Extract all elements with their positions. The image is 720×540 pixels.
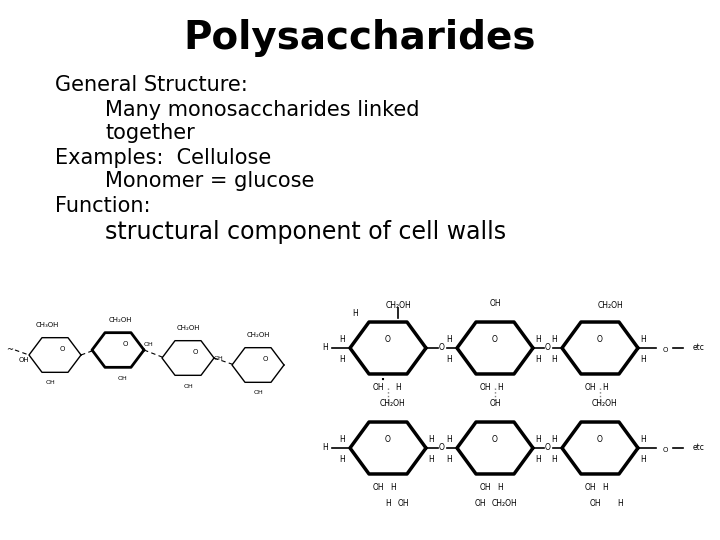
Text: H: H bbox=[640, 456, 646, 464]
Text: H: H bbox=[640, 435, 646, 444]
Text: CH₂OH: CH₂OH bbox=[592, 400, 618, 408]
Text: H: H bbox=[551, 456, 557, 464]
Text: OH: OH bbox=[397, 500, 409, 509]
Text: O: O bbox=[544, 343, 550, 353]
Text: OH: OH bbox=[480, 483, 491, 492]
Text: OH: OH bbox=[589, 500, 600, 509]
Text: H: H bbox=[640, 335, 646, 345]
Text: H: H bbox=[385, 500, 391, 509]
Text: H: H bbox=[551, 335, 557, 345]
Text: H: H bbox=[428, 456, 434, 464]
Text: CH₂OH: CH₂OH bbox=[385, 301, 411, 310]
Text: OH: OH bbox=[584, 483, 596, 492]
Text: H: H bbox=[339, 335, 345, 345]
Text: Monomer = glucose: Monomer = glucose bbox=[105, 171, 315, 191]
Text: OH: OH bbox=[480, 383, 491, 393]
Text: O: O bbox=[123, 341, 128, 347]
Text: OH: OH bbox=[372, 383, 384, 393]
Text: H: H bbox=[428, 435, 434, 444]
Text: O: O bbox=[597, 435, 603, 443]
Text: O: O bbox=[438, 443, 444, 453]
Text: H: H bbox=[446, 435, 452, 444]
Text: Many monosaccharides linked: Many monosaccharides linked bbox=[105, 100, 420, 120]
Text: H: H bbox=[446, 456, 452, 464]
Text: etc: etc bbox=[693, 443, 705, 453]
Text: H: H bbox=[395, 383, 401, 393]
Text: H: H bbox=[535, 435, 541, 444]
Text: O: O bbox=[385, 334, 391, 343]
Text: H: H bbox=[446, 355, 452, 364]
Text: Polysaccharides: Polysaccharides bbox=[184, 19, 536, 57]
Text: O: O bbox=[492, 435, 498, 443]
Text: H: H bbox=[535, 456, 541, 464]
Text: CH₂OH: CH₂OH bbox=[108, 317, 132, 323]
Text: OH: OH bbox=[489, 300, 501, 308]
Text: OH: OH bbox=[45, 381, 55, 386]
Text: O: O bbox=[492, 334, 498, 343]
Text: H: H bbox=[339, 435, 345, 444]
Text: structural component of cell walls: structural component of cell walls bbox=[105, 220, 506, 244]
Text: H: H bbox=[535, 355, 541, 364]
Text: H: H bbox=[640, 355, 646, 364]
Text: H: H bbox=[323, 443, 328, 453]
Text: CH₂OH: CH₂OH bbox=[176, 325, 199, 331]
Text: O: O bbox=[438, 343, 444, 353]
Text: ~: ~ bbox=[6, 346, 14, 354]
Text: OH: OH bbox=[253, 390, 263, 395]
Text: CH₂OH: CH₂OH bbox=[492, 500, 518, 509]
Text: H: H bbox=[497, 483, 503, 492]
Text: Function:: Function: bbox=[55, 196, 150, 216]
Text: H: H bbox=[339, 456, 345, 464]
Text: H: H bbox=[323, 343, 328, 353]
Text: O: O bbox=[597, 334, 603, 343]
Text: OH: OH bbox=[489, 400, 501, 408]
Text: H: H bbox=[551, 435, 557, 444]
Text: CH₂OH: CH₂OH bbox=[597, 301, 623, 310]
Text: H: H bbox=[602, 383, 608, 393]
Text: OH: OH bbox=[183, 383, 193, 388]
Text: OH: OH bbox=[474, 500, 486, 509]
Text: O: O bbox=[662, 347, 667, 353]
Text: General Structure:: General Structure: bbox=[55, 75, 248, 95]
Text: CH₃OH: CH₃OH bbox=[35, 322, 59, 328]
Text: OH: OH bbox=[118, 375, 128, 381]
Text: H: H bbox=[551, 355, 557, 364]
Text: OH: OH bbox=[19, 357, 30, 363]
Text: H: H bbox=[339, 355, 345, 364]
Text: H: H bbox=[390, 483, 396, 492]
Text: H: H bbox=[602, 483, 608, 492]
Text: O: O bbox=[193, 349, 199, 355]
Text: Examples:  Cellulose: Examples: Cellulose bbox=[55, 148, 271, 168]
Text: H: H bbox=[617, 500, 623, 509]
Text: H: H bbox=[497, 383, 503, 393]
Text: OH: OH bbox=[144, 342, 154, 348]
Text: etc: etc bbox=[693, 343, 705, 353]
Text: O: O bbox=[60, 346, 66, 352]
Text: OH: OH bbox=[214, 355, 224, 361]
Text: together: together bbox=[105, 123, 194, 143]
Text: O: O bbox=[544, 443, 550, 453]
Text: OH: OH bbox=[584, 383, 596, 393]
Text: OH: OH bbox=[372, 483, 384, 492]
Text: CH₂OH: CH₂OH bbox=[246, 332, 270, 338]
Text: O: O bbox=[662, 447, 667, 453]
Text: O: O bbox=[385, 435, 391, 443]
Text: CH₂OH: CH₂OH bbox=[380, 400, 406, 408]
Text: O: O bbox=[263, 356, 269, 362]
Text: H: H bbox=[535, 335, 541, 345]
Text: H: H bbox=[446, 335, 452, 345]
Text: H: H bbox=[352, 308, 358, 318]
